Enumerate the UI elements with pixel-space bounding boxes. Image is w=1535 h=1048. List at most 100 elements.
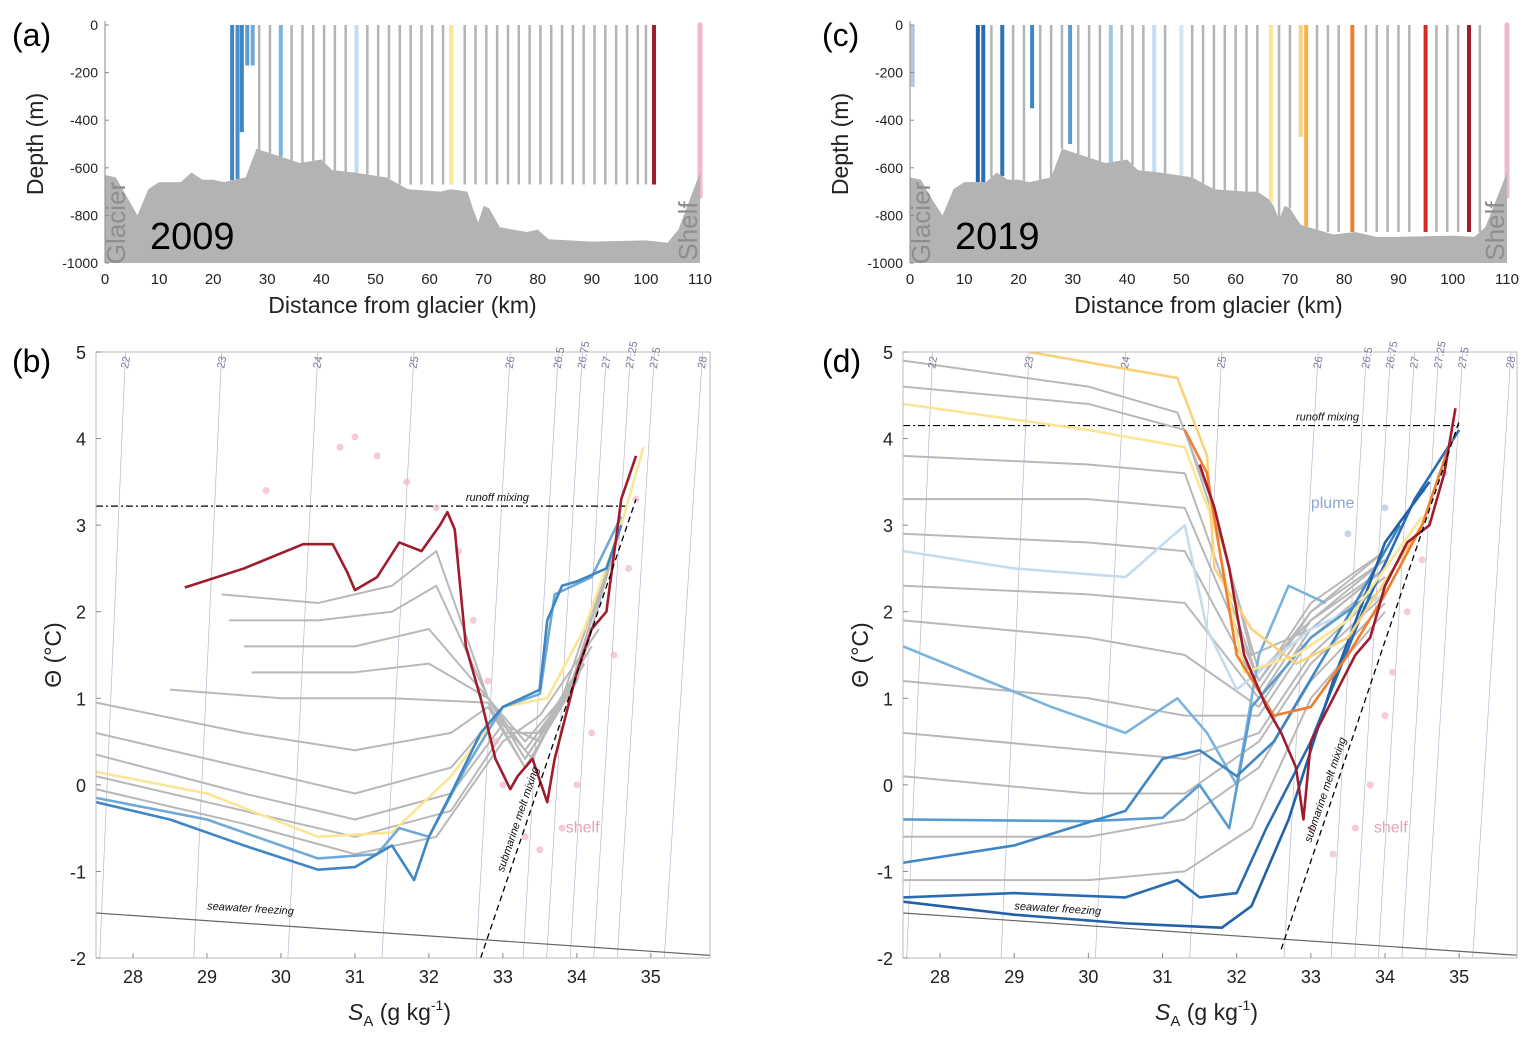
- isopycnal-line: [1472, 352, 1512, 958]
- y-tick-label: -1: [877, 862, 893, 882]
- isopycnal-line: [906, 352, 934, 958]
- panel-b-ts-diagram-2009: 22 23 24 25 26 26.5 26.75 27 27.25 27.5 28seawater…: [40, 340, 711, 1030]
- ts-profile-gray: [251, 524, 623, 760]
- x-tick-label: 40: [313, 271, 330, 288]
- melt-mixing-label: submarine melt mixing: [495, 765, 542, 874]
- y-tick-label: -1000: [867, 255, 903, 271]
- y-tick-label: -600: [70, 160, 98, 176]
- isopycnal-label: 27: [600, 355, 614, 369]
- freezing-label: seawater freezing: [1014, 900, 1102, 917]
- melt-mixing-line: [1280, 421, 1460, 950]
- panel-label-b: (b): [12, 343, 51, 379]
- year-label: 2019: [955, 216, 1040, 258]
- y-tick-label: 5: [883, 343, 893, 363]
- y-tick-label: -2: [70, 949, 86, 969]
- isopycnal-line: [1189, 352, 1223, 958]
- y-tick-label: 1: [883, 689, 893, 709]
- ts-profile-gray: [903, 602, 1386, 838]
- ts-profile-gray: [903, 532, 1386, 691]
- isopycnal-label: 26.75: [576, 340, 593, 369]
- ts-profile-gray: [96, 645, 593, 838]
- x-axis-label-part: (g kg: [1180, 999, 1238, 1025]
- y-tick-label: -2: [877, 949, 893, 969]
- y-tick-label: 4: [883, 430, 893, 450]
- runoff-mixing-label: runoff mixing: [1296, 412, 1360, 424]
- annotation-shelf: shelf: [1374, 819, 1408, 836]
- annotation-shelf: shelf: [566, 819, 600, 836]
- shelf-label: Shelf: [1480, 201, 1510, 261]
- x-tick-label: 30: [1064, 271, 1081, 288]
- y-tick-label: 4: [76, 430, 86, 450]
- x-tick-label: 100: [633, 271, 658, 288]
- isopycnal-label: 27.25: [1432, 340, 1449, 369]
- x-tick-label: 70: [1282, 271, 1299, 288]
- x-axis-label: Distance from glacier (km): [1074, 292, 1342, 318]
- x-tick-label: 10: [151, 271, 168, 288]
- x-tick-label: 34: [1375, 967, 1395, 987]
- isopycnal-label: 27.25: [624, 340, 641, 369]
- y-axis-label: Θ (°C): [847, 622, 873, 687]
- isopycnal-line: [546, 352, 583, 958]
- ts-point: [1329, 850, 1337, 858]
- x-axis-label-part: (g kg: [373, 999, 431, 1025]
- x-tick-label: 34: [567, 967, 587, 987]
- x-axis-label-part: A: [363, 1013, 373, 1030]
- isopycnal-line: [1401, 352, 1440, 958]
- x-tick-label: 80: [529, 271, 546, 288]
- ts-profile: [1198, 408, 1457, 821]
- ts-point: [1344, 530, 1352, 538]
- x-tick-label: 35: [1449, 967, 1469, 987]
- x-tick-label: 30: [1078, 967, 1098, 987]
- isopycnal-label: 26.5: [1360, 346, 1376, 369]
- y-tick-label: 3: [76, 516, 86, 536]
- ts-point: [1418, 556, 1426, 564]
- ts-point: [558, 824, 566, 832]
- ts-point: [625, 564, 633, 572]
- ts-profile-gray: [96, 628, 600, 856]
- ts-point: [336, 443, 344, 451]
- x-tick-label: 20: [205, 271, 222, 288]
- x-tick-label: 35: [641, 967, 661, 987]
- ts-profile: [1183, 429, 1453, 717]
- y-tick-label: 0: [76, 776, 86, 796]
- isopycnal-label: 23: [215, 355, 229, 369]
- x-tick-label: 30: [271, 967, 291, 987]
- x-tick-label: 110: [688, 271, 712, 288]
- isopycnal-label: 27.5: [1456, 346, 1472, 369]
- isopycnal-line: [1425, 352, 1464, 958]
- y-tick-label: 2: [76, 603, 86, 623]
- isopycnal-label: 24: [1119, 355, 1133, 369]
- ts-profile-gray: [903, 498, 1386, 682]
- isopycnal-line: [193, 352, 223, 958]
- plot-frame: [95, 351, 711, 959]
- x-tick-label: 40: [1119, 271, 1136, 288]
- ts-profile-gray: [903, 567, 1386, 708]
- ts-point: [1307, 824, 1315, 832]
- x-tick-label: 28: [930, 967, 950, 987]
- freezing-line: [96, 912, 710, 956]
- isopycnal-label: 24: [311, 355, 325, 369]
- runoff-mixing-label: runoff mixing: [466, 492, 530, 504]
- ts-profile: [903, 481, 1431, 929]
- isopycnal-label: 27: [1408, 355, 1422, 369]
- isopycnal-label: 26: [504, 355, 518, 369]
- x-tick-label: 30: [259, 271, 276, 288]
- ts-profile-gray: [169, 524, 623, 769]
- x-tick-label: 110: [1495, 271, 1519, 288]
- x-axis-label-part: S: [348, 999, 364, 1025]
- x-axis-label-part: -1: [431, 997, 444, 1013]
- x-tick-label: 29: [197, 967, 217, 987]
- annotation-plume: plume: [1311, 495, 1355, 512]
- x-tick-label: 50: [367, 271, 384, 288]
- y-axis-label: Depth (m): [827, 93, 853, 195]
- x-tick-label: 31: [345, 967, 365, 987]
- x-axis-label-part: ): [443, 999, 451, 1025]
- plot-area: [903, 352, 1517, 958]
- ts-profile: [96, 524, 623, 882]
- ts-point: [351, 433, 359, 441]
- x-tick-label: 32: [1227, 967, 1247, 987]
- ts-point: [521, 833, 529, 841]
- ts-point: [1366, 781, 1374, 789]
